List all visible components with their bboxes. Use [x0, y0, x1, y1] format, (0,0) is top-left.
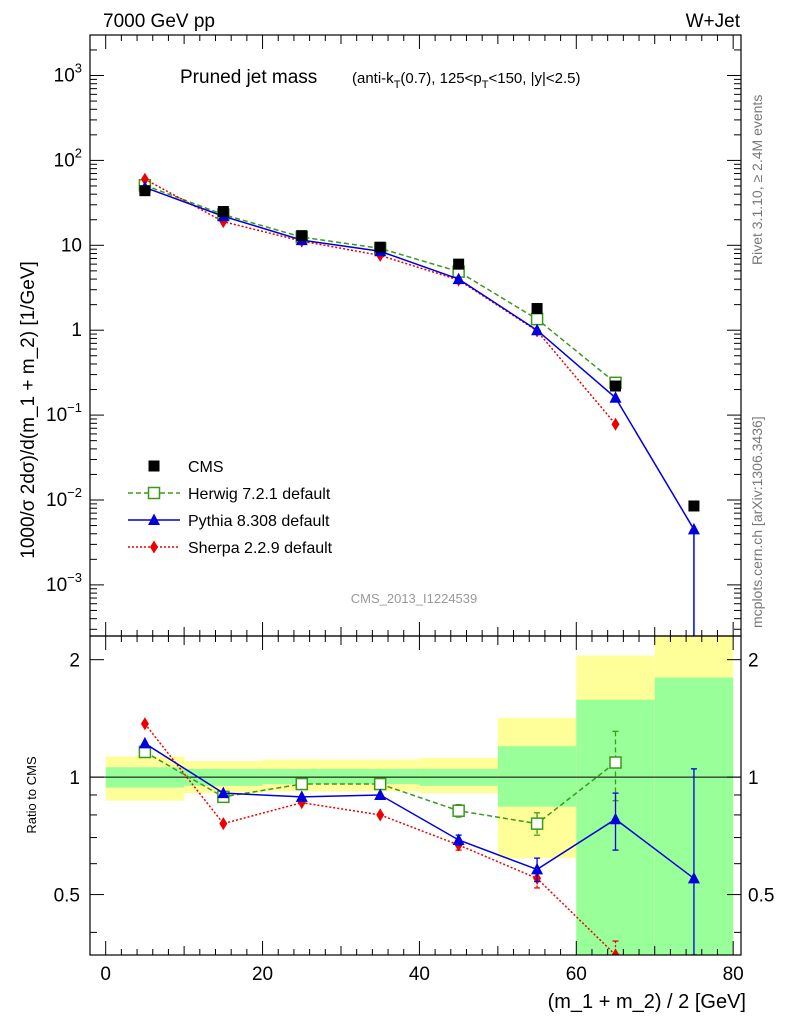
- pythia-point: [452, 272, 465, 285]
- legend-label-sherpa: Sherpa 2.2.9 default: [188, 540, 333, 557]
- legend-label-herwig: Herwig 7.2.1 default: [188, 486, 331, 503]
- herwig-ratio-point: [295, 777, 309, 791]
- pythia-line: [144, 186, 695, 530]
- herwig-ratio-point: [452, 804, 465, 817]
- x-axis-title: (m_1 + m_2) / 2 [GeV]: [548, 991, 746, 1013]
- y-tick-label: 102: [54, 145, 82, 171]
- pythia-ratio-point: [138, 736, 151, 749]
- ratio-y-axis-title: Ratio to CMS: [24, 756, 39, 834]
- y-tick-label: 10−2: [46, 485, 82, 511]
- cms-point: [610, 380, 622, 392]
- legend-label-cms: CMS: [188, 459, 224, 476]
- pythia-ratio-point: [452, 833, 465, 845]
- legend-marker-sherpa: [150, 540, 158, 554]
- panel-frames: [89, 34, 742, 956]
- cms-point: [688, 500, 700, 512]
- sherpa-ratio-point: [376, 808, 385, 822]
- legend-item-pythia: Pythia 8.308 default: [128, 513, 330, 530]
- y-tick-label: 1: [71, 320, 82, 341]
- legend-item-sherpa: Sherpa 2.2.9 default: [128, 540, 333, 557]
- x-tick-label: 60: [566, 964, 587, 985]
- cms-point: [531, 303, 543, 315]
- y-tick-label: 10−3: [46, 570, 82, 596]
- pythia-point: [531, 323, 544, 336]
- main-y-axis: 10−3 10−2 10−1 1 10 102 103: [46, 34, 741, 630]
- legend-marker-cms: [148, 460, 160, 472]
- sherpa-ratio-point: [219, 817, 228, 831]
- herwig-line: [144, 184, 616, 384]
- ratio-series-pythia: [138, 736, 700, 955]
- cms-point: [296, 230, 308, 242]
- process-label: W+Jet: [686, 11, 741, 32]
- ratio-y-tick-label: 0.5: [54, 886, 80, 907]
- y-tick-label: 10−1: [46, 400, 82, 426]
- ratio-y-tick-label: 2: [69, 651, 80, 672]
- cms-point: [374, 241, 386, 253]
- legend-item-herwig: Herwig 7.2.1 default: [128, 486, 331, 503]
- plot-title: Pruned jet mass (anti-kT(0.7), 125<pT<15…: [180, 67, 581, 91]
- pythia-ratio-point: [531, 862, 544, 875]
- sherpa-line: [144, 178, 617, 425]
- legend-marker-pythia: [148, 513, 160, 525]
- collision-label: 7000 GeV pp: [103, 11, 215, 32]
- ratio-y-tick-label: 1: [69, 768, 80, 789]
- ratio-panel-frame: [89, 635, 742, 956]
- pythia-ratio-line: [144, 742, 695, 880]
- analysis-watermark: CMS_2013_I1224539: [351, 591, 478, 606]
- legend: CMS Herwig 7.2.1 default Pythia 8.308 defa…: [128, 459, 333, 557]
- band-inner-2: [262, 768, 341, 785]
- cms-point: [139, 185, 151, 197]
- x-tick-label: 40: [409, 964, 430, 985]
- herwig-ratio-point: [530, 817, 544, 830]
- band-inner-5: [497, 746, 577, 807]
- x-tick-label: 20: [252, 964, 273, 985]
- pythia-ratio-point: [295, 790, 308, 802]
- ratio-axes: 0 20 40 60 80 0.5 0.5 1 1 2 2: [54, 35, 774, 985]
- rivet-label: Rivet 3.1.10, ≥ 2.4M events: [749, 95, 765, 265]
- main-panel-series: [138, 172, 700, 636]
- title-main: Pruned jet mass: [180, 67, 317, 88]
- y-tick-label: 103: [54, 61, 82, 87]
- pythia-ratio-point: [374, 788, 387, 800]
- legend-label-pythia: Pythia 8.308 default: [188, 513, 330, 530]
- cms-point: [217, 206, 229, 218]
- mcplots-label: mcplots.cern.ch [arXiv:1306.3436]: [749, 416, 765, 628]
- sherpa-point: [611, 417, 620, 431]
- ratio-y-tick-label: 2: [748, 651, 759, 672]
- pythia-ratio-point: [687, 871, 700, 884]
- pythia-point: [687, 522, 700, 535]
- title-sub: (anti-kT(0.7), 125<pT<150, |y|<2.5): [352, 70, 581, 91]
- cms-point: [453, 258, 465, 270]
- main-y-axis-title: 1000/σ 2dσ)/d(m_1 + m_2) [1/GeV]: [18, 261, 39, 559]
- legend-marker-herwig: [147, 486, 161, 500]
- pythia-ratio-point: [609, 812, 622, 825]
- sherpa-ratio-point: [611, 948, 620, 955]
- legend-item-cms: CMS: [148, 459, 224, 476]
- ratio-panel-series: [138, 717, 700, 955]
- ratio-uncertainty-bands: [105, 636, 734, 955]
- sherpa-point: [140, 172, 149, 186]
- x-tick-label: 0: [100, 964, 111, 985]
- series-sherpa: [140, 172, 620, 431]
- pythia-point: [609, 391, 622, 403]
- y-tick-label: 10: [61, 235, 82, 256]
- ratio-y-tick-label: 0.5: [748, 886, 774, 907]
- sherpa-ratio-point: [140, 717, 149, 731]
- ratio-y-tick-label: 1: [748, 768, 759, 789]
- pythia-ratio-point: [217, 786, 230, 799]
- x-tick-label: 80: [723, 964, 744, 985]
- band-inner-3: [340, 768, 420, 785]
- herwig-ratio-point: [373, 777, 387, 791]
- herwig-ratio-point: [609, 756, 622, 769]
- herwig-point: [530, 312, 544, 326]
- series-herwig: [138, 178, 622, 390]
- series-cms: [139, 185, 700, 512]
- series-pythia: [138, 180, 700, 636]
